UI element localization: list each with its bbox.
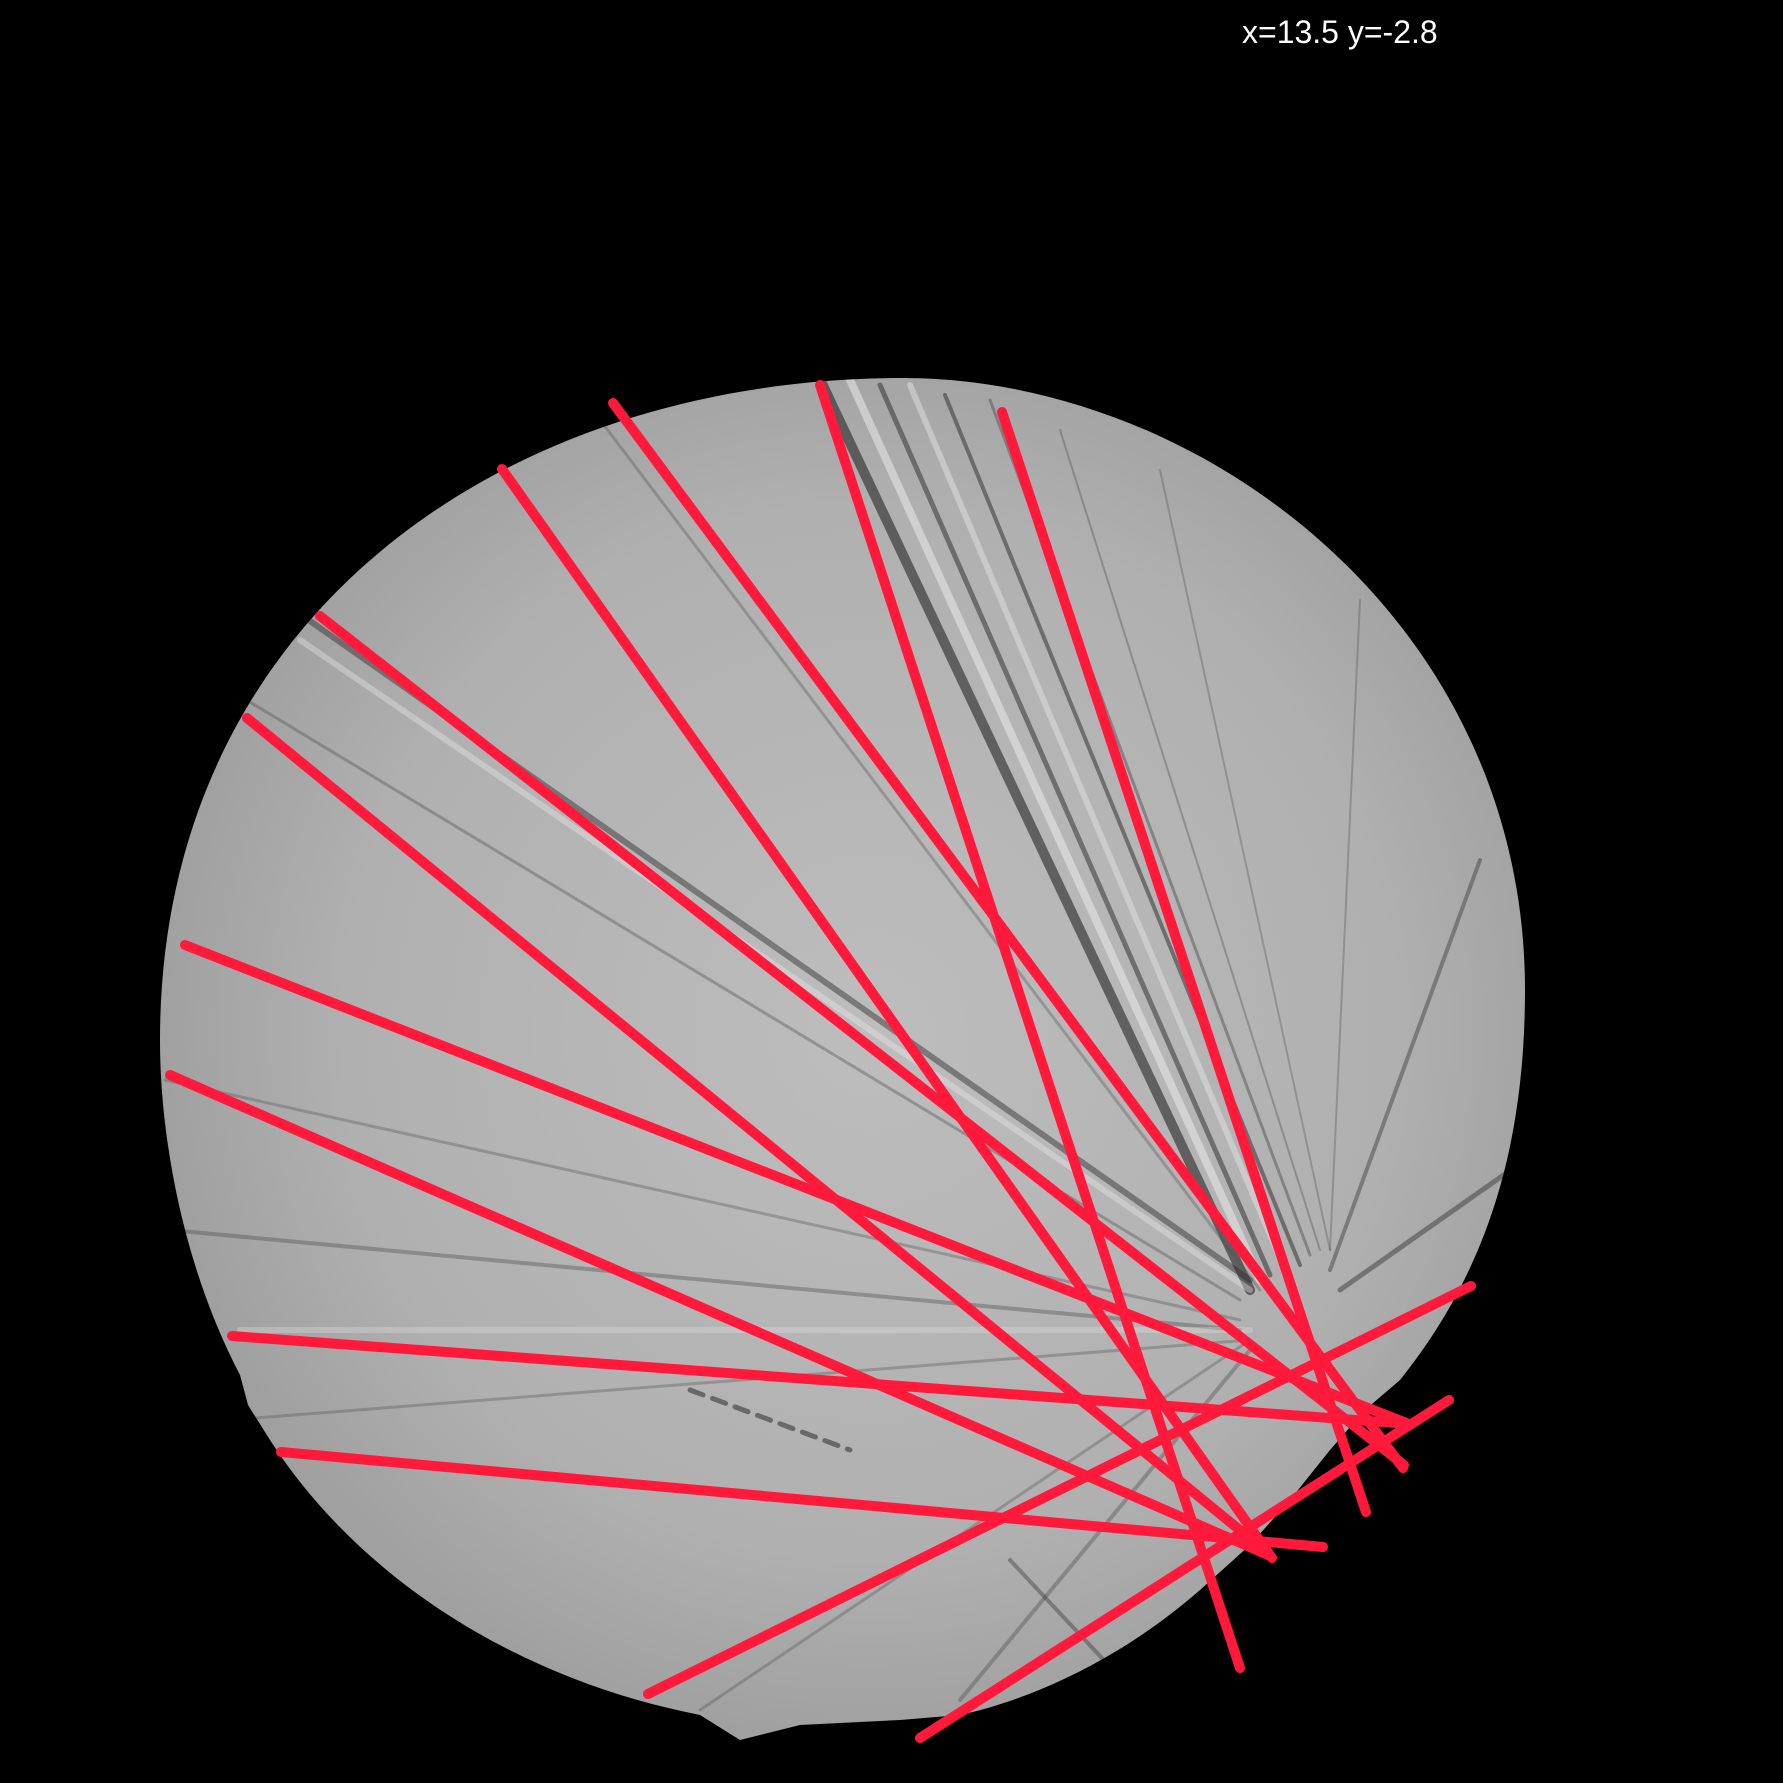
overlay-line [242, 713, 1274, 1559]
overlay-line [815, 380, 1245, 1673]
overlay-line [180, 940, 1414, 1429]
detector-disc [160, 378, 1525, 1740]
overlay-lines [165, 380, 1476, 1743]
coordinate-readout: x=13.5 y=-2.8 [1242, 14, 1438, 50]
overlay-line [643, 1281, 1476, 1699]
overlay-line [608, 398, 1408, 1473]
overlay-line [497, 464, 1277, 1563]
overlay-line [915, 1395, 1454, 1743]
overlay-line [276, 1447, 1328, 1552]
overlay-line [315, 611, 1409, 1470]
